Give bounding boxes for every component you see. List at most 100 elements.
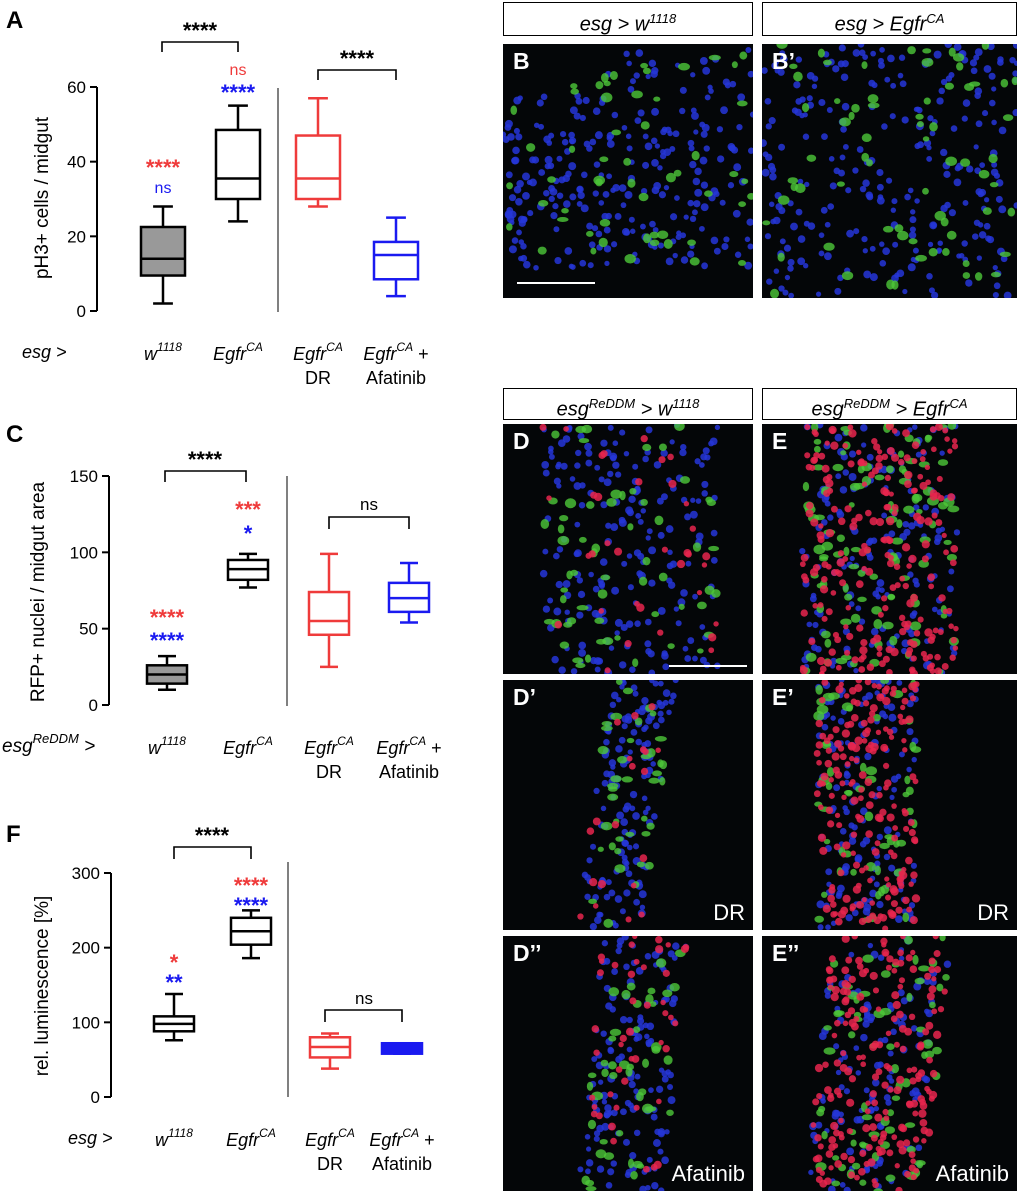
micrograph-e-double-prime: E’’ Afatinib [762,936,1017,1191]
micrograph-texture [762,44,1017,298]
box-f-3 [308,1032,352,1070]
box-a-4 [372,216,420,298]
y-tick-label-c-150: 150 [70,467,98,486]
y-tick-label-a-20: 20 [67,227,86,246]
y-axis-f: 0 100 200 300 [72,864,112,1107]
x-labels-a: w1118 EgfrCA EgfrCA DR EgfrCA + Afatinib [144,340,429,388]
driver-label-f: esg > [68,1128,113,1148]
micrograph-texture [813,680,922,930]
box-f-2 [229,909,273,960]
sig-bracket-f-left: **** [195,823,230,848]
box-c-4 [387,561,431,624]
micrograph-b-prime: B’ [762,44,1017,298]
x-label-f-3: EgfrCA [305,1126,355,1150]
x-label-a-2: EgfrCA [213,340,263,364]
micrograph-d-prime: D’ DR [503,680,753,930]
box-f-4 [380,1041,424,1055]
panel-label-c: C [6,421,23,448]
box-c-3 [307,552,351,669]
micrograph-corner-d-prime: DR [713,900,745,925]
y-tick-label-c-50: 50 [79,620,98,639]
y-tick-label-a-40: 40 [67,153,86,172]
y-tick-label-c-0: 0 [89,696,98,715]
x-label-line2-f-4: Afatinib [372,1154,432,1174]
sig-bracket-c-left: **** [188,447,223,472]
box-f-1 [152,992,196,1042]
panel-label-f: F [6,821,21,848]
x-labels-f: w1118 EgfrCA EgfrCA DR EgfrCA + Afatinib [155,1126,435,1174]
x-label-c-3: EgfrCA [304,734,354,758]
y-axis-label-f: rel. luminescence [%] [32,896,53,1077]
y-axis-label-a: pH3+ cells / midgut [32,116,53,279]
sig-bracket-c-right: ns [360,495,378,514]
micrograph-e: E [762,424,1017,674]
y-tick-label-a-60: 60 [67,78,86,97]
x-label-a-4: EgfrCA + [363,340,428,364]
y-tick-label-f-200: 200 [72,939,100,958]
x-label-f-4: EgfrCA + [369,1126,434,1150]
sig-c-g1-blue: **** [150,628,185,653]
y-tick-label-f-300: 300 [72,864,100,883]
micrograph-label-e: E [772,428,788,454]
micrograph-label-e-prime: E’ [772,684,794,710]
x-label-a-1: w1118 [144,340,182,364]
box-iqr-a-3 [294,134,342,201]
sig-bracket-f-right: ns [355,989,373,1008]
micrograph-label-d-double-prime: D’’ [513,940,542,966]
y-axis-a: 0 20 40 60 [67,78,98,321]
sig-a-g1-blue: ns [155,180,172,197]
y-axis-c: 0 50 100 150 [70,467,110,715]
x-label-line2-a-4: Afatinib [366,368,426,388]
x-label-c-1: w1118 [148,734,186,758]
x-label-line2-c-3: DR [316,762,342,782]
sig-a-g2-red: ns [230,62,247,79]
micrograph-label-e-double-prime: E’’ [772,940,800,966]
sig-f-g2-red: **** [234,873,269,898]
scale-bar-d [669,665,747,667]
micrograph-corner-e-double-prime: Afatinib [935,1161,1009,1186]
sig-f-g1-red: * [170,950,179,975]
sig-a-g2-blue: **** [221,80,256,105]
micrograph-label-d: D [513,428,530,454]
x-label-line2-c-4: Afatinib [379,762,439,782]
box-iqr-a-2 [214,128,262,201]
header-esg-egfrca: esg > EgfrCA [762,2,1017,36]
x-label-a-3: EgfrCA [293,340,343,364]
bracket-c-left [164,470,247,482]
box-iqr-c-3 [307,590,351,637]
micrograph-label-d-prime: D’ [513,684,536,710]
sig-c-g2-blue: * [244,521,253,546]
y-tick-label-f-100: 100 [72,1013,100,1032]
sig-bracket-a-left: **** [183,18,218,43]
micrograph-texture [808,936,952,1191]
box-iqr-a-4 [372,240,420,281]
micrograph-b: B [503,44,753,298]
header-esgreddm-w1118: esgReDDM > w1118 [503,388,753,421]
micrograph-corner-d-double-prime: Afatinib [671,1161,745,1186]
micrograph-texture [539,424,721,674]
bracket-f-left [173,846,252,859]
y-tick-label-a-0: 0 [77,302,86,321]
scale-bar-b [517,282,595,284]
micrograph-d: D [503,424,753,674]
driver-label-c: esgReDDM > [2,731,95,757]
sig-bracket-a-right: **** [340,46,375,71]
micrograph-d-double-prime: D’’ Afatinib [503,936,753,1191]
micrograph-label-b: B [513,48,530,74]
sig-c-g2-red: *** [235,497,261,522]
driver-label-a: esg > [22,342,67,362]
x-label-c-4: EgfrCA + [376,734,441,758]
box-c-1 [145,654,189,691]
sig-f-g2-blue: **** [234,893,269,918]
y-axis-label-c: RFP+ nuclei / midgut area [28,481,49,702]
micrograph-texture [503,47,753,271]
x-label-f-2: EgfrCA [226,1126,276,1150]
box-iqr-a-1 [139,225,187,277]
bracket-a-left [161,41,239,52]
micrograph-texture [577,936,690,1191]
